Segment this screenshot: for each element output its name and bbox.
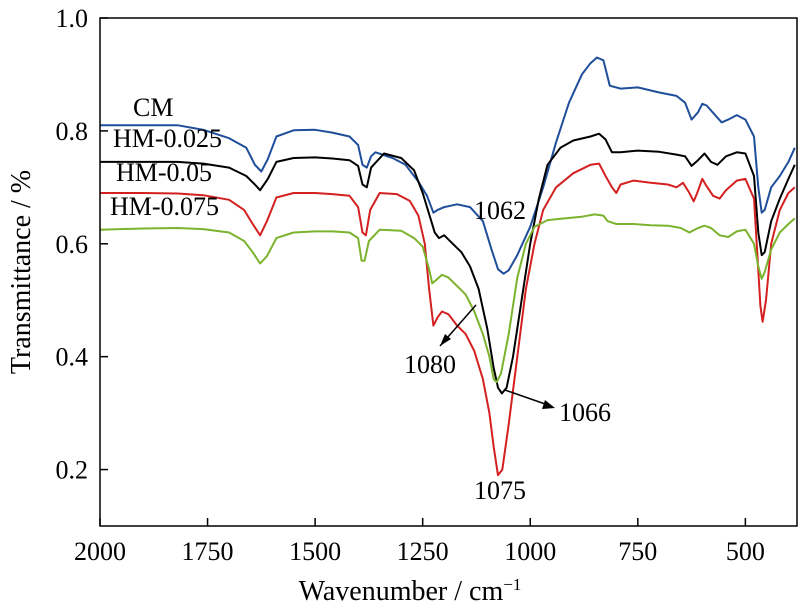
x-tick-label: 1250: [397, 537, 449, 566]
annotation-1066-arrowhead: [542, 400, 555, 409]
series-line-hm-0.025: [100, 132, 796, 395]
y-tick-label: 1.0: [56, 4, 89, 33]
x-tick-label: 2000: [74, 537, 126, 566]
plot-frame: [99, 17, 798, 527]
x-axis-label: Wavenumber / cm−1: [299, 575, 522, 607]
legend-label-hm-0.05: HM-0.05: [116, 158, 212, 187]
x-tick-label: 500: [726, 537, 765, 566]
y-tick-label: 0.2: [56, 456, 89, 485]
legend-label-hm-0.025: HM-0.025: [113, 124, 222, 153]
annotation-1066-arrow: [504, 389, 549, 406]
curves: [99, 56, 796, 477]
series-line-hm-0.075: [99, 213, 796, 384]
legend: CM HM-0.025 HM-0.05 HM-0.075: [110, 93, 222, 221]
y-tick-label: 0.6: [56, 230, 89, 259]
annotation-1080-arrowhead: [440, 334, 451, 346]
series-line-cm: [100, 56, 796, 275]
annotation-1066: 1066: [559, 398, 611, 427]
annotation-1080: 1080: [404, 350, 456, 379]
y-tick-label: 0.4: [56, 343, 89, 372]
x-tick-label: 1750: [182, 537, 234, 566]
x-tick-label: 1000: [504, 537, 556, 566]
x-tick-label: 1500: [289, 537, 341, 566]
x-tick-label: 750: [618, 537, 657, 566]
plot-area: CM HM-0.025 HM-0.05 HM-0.075 1062 1080 1…: [99, 56, 796, 505]
legend-label-cm: CM: [133, 93, 173, 122]
y-axis-label: Transmittance / %: [6, 170, 37, 374]
annotations: 1062 1080 1066 1075: [404, 196, 611, 505]
y-tick-label: 0.8: [56, 117, 89, 146]
legend-label-hm-0.075: HM-0.075: [110, 192, 219, 221]
annotation-1062: 1062: [474, 196, 526, 225]
ticks: 2000 1750 1500 1250 1000 750 500 0.2 0.4 0.6 0.8 1.…: [56, 4, 765, 566]
series-line-hm-0.05: [100, 162, 796, 477]
annotation-1075: 1075: [474, 476, 526, 505]
